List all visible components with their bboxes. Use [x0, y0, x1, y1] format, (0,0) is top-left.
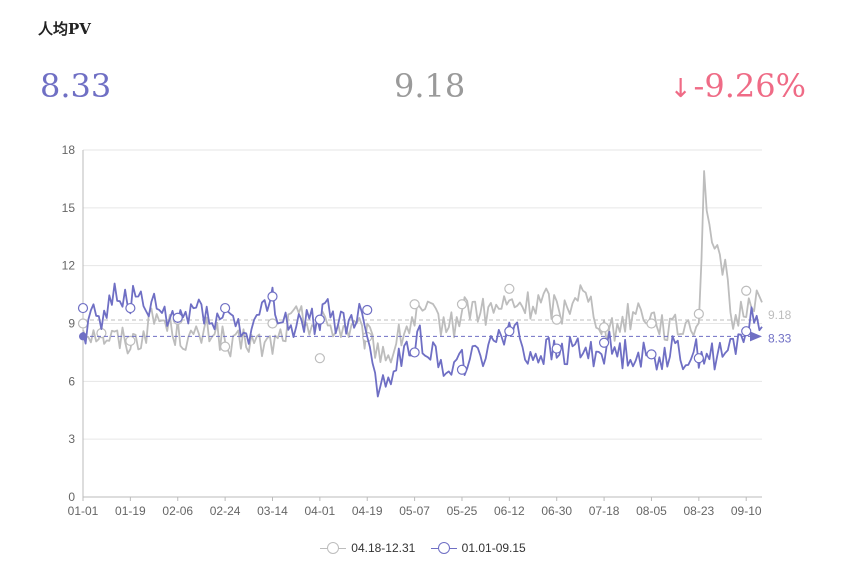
data-point-current — [693, 353, 704, 364]
x-tick-label: 04-19 — [352, 504, 383, 518]
x-tick-label: 04-01 — [305, 504, 336, 518]
legend-swatch-current — [430, 542, 457, 554]
average-label-current: 8.33 — [768, 331, 792, 345]
data-point-compare — [504, 283, 515, 294]
data-point-compare — [220, 341, 231, 352]
x-tick-label: 09-10 — [731, 504, 762, 518]
legend-label-current: 01.01-09.15 — [461, 541, 526, 555]
legend-label-compare: 04.18-12.31 — [351, 541, 416, 555]
y-tick-label: 12 — [62, 259, 76, 273]
x-tick-label: 07-18 — [589, 504, 620, 518]
x-tick-label: 05-25 — [447, 504, 478, 518]
data-point-current — [598, 337, 610, 348]
average-label-compare: 9.18 — [768, 308, 792, 322]
data-point-current — [220, 302, 231, 314]
data-point-current — [125, 302, 136, 314]
data-point-current — [362, 304, 373, 316]
data-point-current — [646, 349, 657, 360]
x-tick-label: 06-12 — [494, 504, 525, 518]
legend-item-current[interactable]: 01.01-09.15 — [430, 541, 526, 555]
compare-value: 9.18 — [394, 67, 466, 105]
data-point-compare — [267, 318, 278, 329]
y-tick-label: 6 — [68, 374, 75, 388]
data-point-compare — [551, 314, 562, 325]
data-point-current — [314, 314, 325, 325]
data-point-current — [267, 291, 278, 302]
data-point-compare — [693, 308, 704, 319]
data-point-current — [741, 326, 752, 337]
data-point-compare — [409, 299, 420, 310]
series-line-current — [82, 282, 763, 398]
data-point-compare — [598, 322, 610, 333]
x-tick-label: 08-23 — [683, 504, 714, 518]
data-point-current — [172, 312, 183, 323]
x-tick-label: 01-19 — [115, 504, 146, 518]
y-tick-label: 15 — [62, 201, 76, 215]
x-tick-label: 03-14 — [257, 504, 288, 518]
data-point-compare — [456, 299, 468, 310]
change-value: -9.26% — [693, 67, 806, 105]
y-tick-label: 0 — [68, 490, 75, 504]
change-badge: ↓-9.26% — [670, 66, 806, 109]
y-tick-label: 9 — [68, 317, 75, 331]
x-tick-label: 02-24 — [210, 504, 241, 518]
data-point-current — [77, 302, 89, 314]
data-point-compare — [646, 318, 657, 329]
legend-item-compare[interactable]: 04.18-12.31 — [320, 541, 415, 555]
data-point-compare — [77, 318, 89, 329]
page-title: 人均PV — [38, 20, 91, 38]
y-tick-label: 18 — [62, 143, 76, 157]
x-tick-label: 06-30 — [541, 504, 572, 518]
series-line-compare — [82, 170, 763, 364]
data-point-current — [504, 326, 515, 337]
line-chart: 0 3 6 9 12 15 18 01-01 01-19 02-06 02-24 03-14 04-01… — [62, 143, 792, 518]
x-tick-label: 01-01 — [68, 504, 99, 518]
data-point-compare — [741, 285, 752, 296]
data-point-compare — [314, 353, 325, 364]
y-tick-label: 3 — [68, 432, 75, 446]
arrow-down-icon: ↓ — [669, 74, 692, 104]
legend: 04.18-12.31 01.01-09.15 — [0, 541, 846, 557]
x-tick-label: 08-05 — [636, 504, 667, 518]
start-point-current — [79, 332, 87, 341]
data-point-current — [551, 343, 562, 354]
data-point-compare — [125, 335, 136, 346]
data-point-current — [409, 347, 420, 358]
x-tick-label: 05-07 — [399, 504, 430, 518]
average-arrow-current — [750, 331, 762, 342]
x-tick-label: 02-06 — [162, 504, 193, 518]
current-value: 8.33 — [40, 67, 112, 105]
legend-swatch-compare — [320, 542, 347, 554]
data-point-current — [456, 364, 468, 375]
